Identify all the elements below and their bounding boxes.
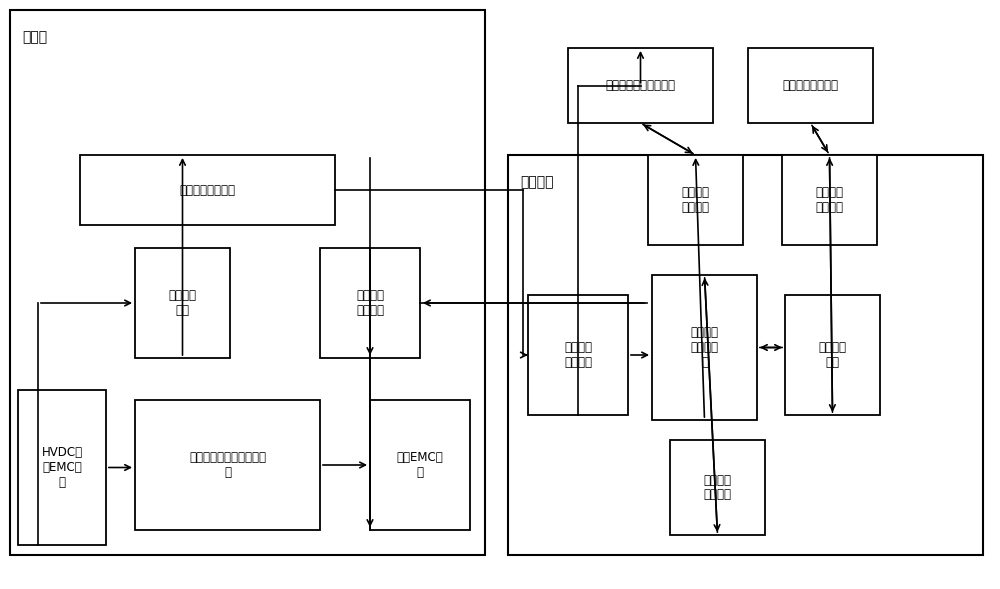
Bar	[652, 275, 757, 420]
Text: 初级信号
调理单元: 初级信号 调理单元	[682, 186, 710, 214]
Text: 输出EMC单
元: 输出EMC单 元	[397, 451, 443, 479]
Text: 第二初级信号接口单元: 第二初级信号接口单元	[606, 79, 676, 92]
Bar	[80, 155, 335, 225]
Bar	[785, 295, 880, 415]
Bar	[508, 155, 983, 555]
Text: 待机电源
供电单元: 待机电源 供电单元	[564, 341, 592, 369]
Text: 主电路: 主电路	[22, 30, 47, 44]
Bar	[648, 155, 743, 245]
Text: HVDC输
入EMC单
元: HVDC输 入EMC单 元	[41, 446, 83, 489]
Text: 信号隔离
单元: 信号隔离 单元	[818, 341, 846, 369]
Bar	[135, 248, 230, 358]
Text: 非隔离降压式开关电路单
元: 非隔离降压式开关电路单 元	[189, 451, 266, 479]
Bar	[18, 390, 106, 545]
Bar	[568, 48, 713, 123]
Bar	[135, 400, 320, 530]
Bar	[528, 295, 628, 415]
Bar	[370, 400, 470, 530]
Text: 开关信号
驱动单元: 开关信号 驱动单元	[356, 289, 384, 317]
Text: 控制电路: 控制电路	[520, 175, 554, 189]
Bar	[320, 248, 420, 358]
Bar	[782, 155, 877, 245]
Text: 信号采集
单元: 信号采集 单元	[168, 289, 196, 317]
Text: 数字电源
控制器单
元: 数字电源 控制器单 元	[690, 326, 718, 369]
Bar	[748, 48, 873, 123]
Text: 次级信号
调理单元: 次级信号 调理单元	[816, 186, 844, 214]
Text: 次级信号接口单元: 次级信号接口单元	[782, 79, 838, 92]
Bar	[10, 10, 485, 555]
Bar	[670, 440, 765, 535]
Text: 通讯编程
接口单元: 通讯编程 接口单元	[704, 474, 732, 501]
Text: 初级信号接口单元: 初级信号接口单元	[180, 184, 236, 197]
